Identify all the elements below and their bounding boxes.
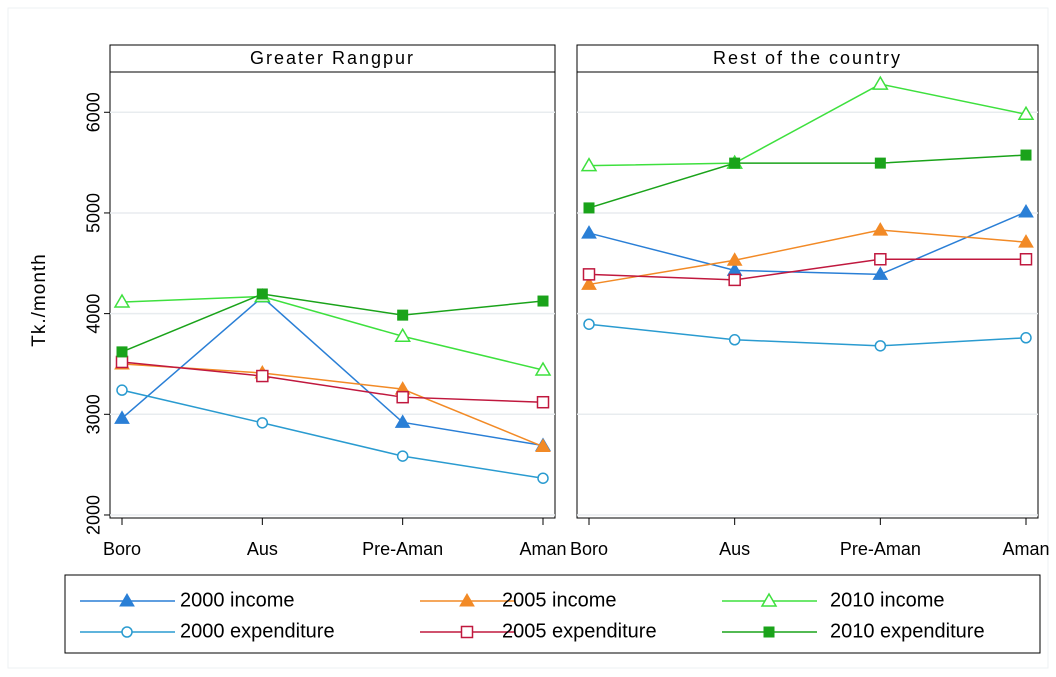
y-axis-label: Tk./month (29, 253, 50, 346)
data-point (726, 252, 743, 266)
x-tick-label: Aus (247, 539, 278, 559)
data-point (1020, 149, 1032, 161)
data-point (874, 340, 887, 352)
series-line (588, 83, 1027, 167)
x-tick-label: Boro (570, 539, 608, 559)
series-line (588, 229, 1027, 286)
legend-marker (119, 593, 135, 607)
data-point (872, 266, 889, 280)
plot-area (576, 71, 1039, 519)
data-point (1018, 234, 1034, 248)
data-point (116, 346, 128, 358)
data-point (1020, 332, 1032, 344)
x-tick-label: Boro (103, 539, 141, 559)
legend-label: 2000 expenditure (180, 620, 335, 642)
data-point (536, 395, 550, 409)
legend-label: 2000 income (180, 589, 295, 611)
legend-label: 2005 income (502, 589, 617, 611)
x-tick-label: Aman (519, 539, 566, 559)
facet-title: Rest of the country (713, 48, 902, 68)
legend-label: 2005 expenditure (502, 620, 657, 642)
series-line (588, 211, 1027, 276)
series-line (121, 361, 544, 403)
data-point (396, 390, 409, 404)
data-point (583, 202, 595, 214)
y-tick-label: 3000 (84, 394, 104, 434)
data-point (256, 417, 269, 429)
legend-label: 2010 expenditure (830, 620, 985, 642)
data-point (394, 414, 411, 428)
y-tick-label: 4000 (84, 294, 104, 334)
data-point (583, 318, 595, 330)
data-point (728, 334, 741, 346)
data-point (394, 327, 411, 343)
legend-box (64, 574, 1041, 654)
facet-title: Greater Rangpur (250, 48, 415, 68)
data-point (874, 253, 887, 266)
series-line (121, 389, 544, 479)
data-point (256, 369, 269, 383)
data-point (874, 157, 886, 169)
data-point (1018, 203, 1034, 218)
series-line (121, 295, 544, 371)
data-point (115, 355, 129, 369)
data-point (872, 75, 889, 90)
series-line (588, 323, 1027, 347)
data-point (396, 450, 409, 462)
series-line (121, 293, 544, 353)
y-tick-label: 2000 (84, 495, 104, 535)
x-tick-label: Pre-Aman (362, 539, 443, 559)
data-point (534, 361, 552, 376)
series-line (588, 154, 1027, 209)
facet-strip (109, 44, 556, 73)
data-point (537, 295, 549, 307)
plot-area (109, 71, 556, 519)
data-point (728, 273, 741, 287)
data-point (113, 293, 131, 308)
legend-marker (460, 625, 474, 639)
data-point (582, 268, 596, 281)
data-point (872, 222, 889, 236)
series-line (588, 258, 1026, 281)
data-point (581, 276, 597, 290)
data-point (581, 225, 597, 239)
legend-marker (121, 626, 133, 638)
data-point (256, 288, 268, 300)
data-point (537, 472, 549, 484)
data-point (729, 157, 741, 169)
data-point (397, 309, 409, 321)
x-tick-label: Aman (1002, 539, 1049, 559)
data-point (114, 410, 130, 424)
series-line (121, 296, 544, 447)
data-point (116, 384, 128, 396)
legend-label: 2010 income (830, 589, 945, 611)
x-tick-label: Aus (719, 539, 750, 559)
y-tick-label: 5000 (84, 193, 104, 233)
y-tick-label: 6000 (84, 92, 104, 132)
legend-marker (763, 626, 775, 638)
facet-strip (576, 44, 1039, 73)
x-tick-label: Pre-Aman (840, 539, 921, 559)
data-point (1019, 253, 1033, 266)
data-point (535, 438, 551, 453)
data-point (1017, 105, 1035, 121)
data-point (580, 157, 598, 172)
legend-marker (760, 592, 778, 607)
legend-marker (459, 593, 475, 607)
